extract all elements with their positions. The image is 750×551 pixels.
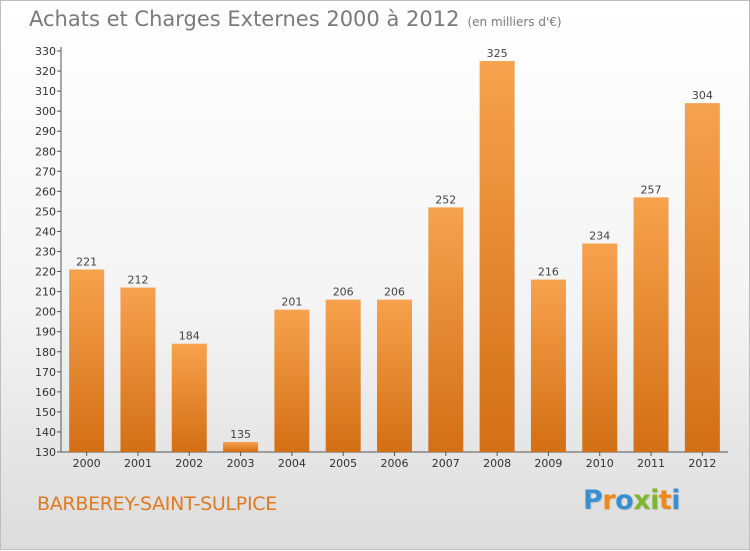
logo-letter: o xyxy=(615,485,634,516)
logo-letter: P xyxy=(583,485,603,516)
y-tick-label: 260 xyxy=(35,185,56,198)
bar-2011 xyxy=(633,197,669,452)
data-label-2002: 184 xyxy=(179,330,200,343)
x-tick-label-2006: 2006 xyxy=(381,457,409,470)
data-label-2003: 135 xyxy=(230,428,251,441)
y-tick-label: 280 xyxy=(35,145,56,158)
data-label-2010: 234 xyxy=(589,229,610,242)
logo-letter: x xyxy=(633,485,651,516)
y-tick-label: 160 xyxy=(35,386,56,399)
data-label-2005: 206 xyxy=(333,286,354,299)
bar-2002 xyxy=(171,343,207,452)
x-tick-label-2007: 2007 xyxy=(432,457,460,470)
city-name: BARBEREY-SAINT-SULPICE xyxy=(37,493,277,515)
x-tick-label-2009: 2009 xyxy=(534,457,562,470)
x-tick-label-2012: 2012 xyxy=(688,457,716,470)
data-label-2008: 325 xyxy=(487,47,508,60)
data-label-2004: 201 xyxy=(281,296,302,309)
y-tick-label: 290 xyxy=(35,125,56,138)
chart-title-text: Achats et Charges Externes 2000 à 2012 xyxy=(29,7,460,31)
y-tick-label: 330 xyxy=(35,45,56,58)
chart-title: Achats et Charges Externes 2000 à 2012 (e… xyxy=(29,7,562,31)
proxiti-logo: Proxiti xyxy=(583,485,681,516)
logo-letter: i xyxy=(650,485,659,516)
y-tick-label: 250 xyxy=(35,205,56,218)
x-tick-label-2011: 2011 xyxy=(637,457,665,470)
data-label-2012: 304 xyxy=(692,89,713,102)
bar-2003 xyxy=(223,441,259,452)
bar-2000 xyxy=(69,269,105,452)
x-tick-label-2005: 2005 xyxy=(329,457,357,470)
x-tick-label-2004: 2004 xyxy=(278,457,306,470)
y-tick-label: 150 xyxy=(35,406,56,419)
bar-2001 xyxy=(120,287,156,452)
y-tick-label: 200 xyxy=(35,306,56,319)
bar-2008 xyxy=(479,61,515,453)
y-tick-label: 320 xyxy=(35,65,56,78)
data-label-2007: 252 xyxy=(435,193,456,206)
y-tick-label: 180 xyxy=(35,346,56,359)
bar-2007 xyxy=(428,207,464,452)
x-tick-label-2002: 2002 xyxy=(175,457,203,470)
data-label-2001: 212 xyxy=(127,274,148,287)
y-tick-label: 170 xyxy=(35,366,56,379)
y-tick-label: 190 xyxy=(35,326,56,339)
data-label-2009: 216 xyxy=(538,266,559,279)
y-tick-label: 210 xyxy=(35,286,56,299)
data-label-2006: 206 xyxy=(384,286,405,299)
chart-subtitle: (en milliers d'€) xyxy=(467,15,562,29)
y-tick-label: 310 xyxy=(35,85,56,98)
y-tick-label: 270 xyxy=(35,165,56,178)
data-label-2011: 257 xyxy=(641,183,662,196)
bar-2010 xyxy=(582,243,618,452)
bar-2009 xyxy=(530,279,566,452)
y-tick-label: 240 xyxy=(35,225,56,238)
bar-2005 xyxy=(325,299,361,452)
bar-2012 xyxy=(684,103,720,452)
x-tick-label-2001: 2001 xyxy=(124,457,152,470)
logo-letter: t xyxy=(658,485,672,516)
x-tick-label-2010: 2010 xyxy=(586,457,614,470)
bar-2004 xyxy=(274,309,310,452)
y-tick-label: 220 xyxy=(35,266,56,279)
x-tick-label-2000: 2000 xyxy=(73,457,101,470)
bar-2006 xyxy=(377,299,412,452)
y-tick-label: 300 xyxy=(35,105,56,118)
data-label-2000: 221 xyxy=(76,256,97,269)
logo-letter: i xyxy=(671,485,681,516)
x-tick-label-2003: 2003 xyxy=(227,457,255,470)
y-tick-label: 230 xyxy=(35,246,56,259)
logo-letter: r xyxy=(602,485,616,516)
y-tick-label: 130 xyxy=(35,446,56,459)
x-tick-label-2008: 2008 xyxy=(483,457,511,470)
y-tick-label: 140 xyxy=(35,426,56,439)
